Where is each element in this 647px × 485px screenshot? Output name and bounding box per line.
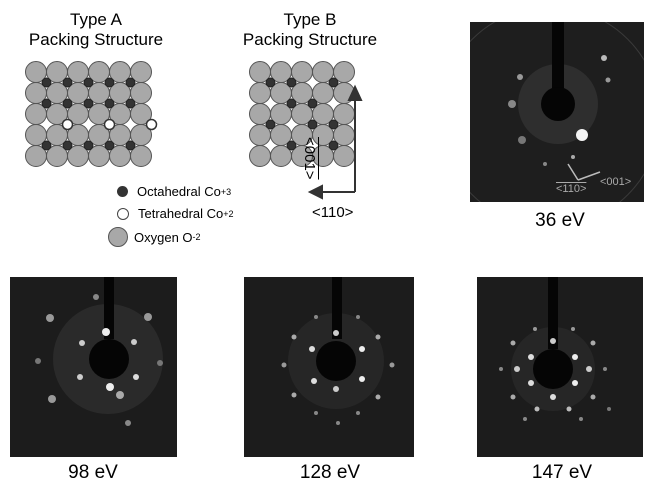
oxygen-atom	[249, 145, 271, 167]
axis-label-vertical: <001>	[301, 137, 318, 180]
tetrahedral-co-atom	[145, 118, 158, 131]
legend-oxygen-sup: -2	[192, 232, 201, 242]
leed-panel-128ev	[244, 277, 414, 457]
legend-tetrahedral: Tetrahedral Co +2	[117, 206, 234, 221]
leed-image-147ev	[477, 277, 643, 457]
inset-axis-v: <001>	[600, 176, 631, 188]
octahedral-co-atom	[307, 119, 318, 130]
octahedral-co-atom	[41, 98, 52, 109]
oxygen-atom	[130, 145, 152, 167]
caption-128ev-text: 128 eV	[299, 462, 361, 483]
caption-36ev-text: 36 eV	[535, 210, 585, 231]
octahedral-co-atom	[125, 140, 136, 151]
inset-axis-h-text: <110>	[556, 183, 587, 195]
axis-label-horizontal: <110>	[312, 204, 353, 221]
octahedral-co-atom	[328, 140, 339, 151]
inset-axis-h: <110>	[556, 183, 586, 195]
leed-panel-147ev	[477, 277, 643, 457]
inset-axis-v-text: <001>	[600, 176, 632, 188]
octahedral-co-atom	[307, 98, 318, 109]
octahedral-co-atom	[62, 77, 73, 88]
octahedral-co-atom	[125, 98, 136, 109]
octahedral-co-atom	[41, 77, 52, 88]
caption-98ev: 98 eV	[43, 462, 143, 484]
octahedral-co-atom	[125, 77, 136, 88]
legend-octahedral-label: Octahedral Co	[137, 184, 221, 199]
octahedral-co-atom	[286, 98, 297, 109]
octahedral-co-atom	[41, 140, 52, 151]
leed-panel-98ev	[10, 277, 177, 457]
packing-diagrams	[25, 61, 363, 200]
type-b-title-line2: Packing Structure	[242, 30, 378, 49]
octahedral-co-atom	[83, 77, 94, 88]
octahedral-co-atom	[104, 77, 115, 88]
legend-tetrahedral-sup: +2	[223, 208, 234, 219]
caption-147ev-text: 147 eV	[531, 462, 593, 483]
axis-arrows	[307, 84, 363, 200]
octahedral-co-atom	[328, 77, 339, 88]
octahedral-co-atom	[104, 140, 115, 151]
tetrahedral-dot-icon	[117, 207, 129, 220]
type-b-title-line1: Type B	[283, 10, 337, 29]
leed-image-36ev	[470, 22, 644, 202]
legend-octahedral: Octahedral Co +3	[117, 184, 231, 199]
octahedral-co-atom	[265, 77, 276, 88]
leed-panel-36ev: <110> <001>	[470, 22, 644, 202]
type-b-title: Type B Packing Structure	[222, 10, 398, 50]
legend-oxygen: Oxygen O -2	[108, 227, 201, 247]
octahedral-co-atom	[62, 98, 73, 109]
octahedral-dot-icon	[117, 186, 128, 197]
caption-98ev-text: 98 eV	[68, 462, 118, 483]
axis-label-vertical-text: <001>	[301, 137, 318, 180]
tetrahedral-co-atom	[103, 118, 116, 131]
leed-image-128ev	[244, 277, 414, 457]
octahedral-co-atom	[62, 140, 73, 151]
legend-oxygen-label: Oxygen O	[134, 229, 193, 245]
legend-tetrahedral-label: Tetrahedral Co	[138, 206, 224, 221]
caption-128ev: 128 eV	[280, 462, 380, 484]
caption-147ev: 147 eV	[512, 462, 612, 484]
tetrahedral-co-atom	[61, 118, 74, 131]
leed-image-98ev	[10, 277, 177, 457]
type-a-title: Type A Packing Structure	[8, 10, 184, 50]
octahedral-co-atom	[265, 119, 276, 130]
octahedral-co-atom	[83, 140, 94, 151]
caption-36ev: 36 eV	[510, 210, 610, 232]
octahedral-co-atom	[83, 98, 94, 109]
type-a-title-line1: Type A	[70, 10, 122, 29]
octahedral-co-atom	[328, 119, 339, 130]
octahedral-co-atom	[286, 140, 297, 151]
type-a-diagram	[25, 61, 158, 167]
oxygen-dot-icon	[108, 227, 128, 247]
octahedral-co-atom	[104, 98, 115, 109]
legend-octahedral-sup: +3	[220, 186, 232, 197]
octahedral-co-atom	[286, 77, 297, 88]
axis-label-horizontal-text: <110>	[312, 204, 354, 221]
type-a-title-line2: Packing Structure	[28, 30, 164, 49]
